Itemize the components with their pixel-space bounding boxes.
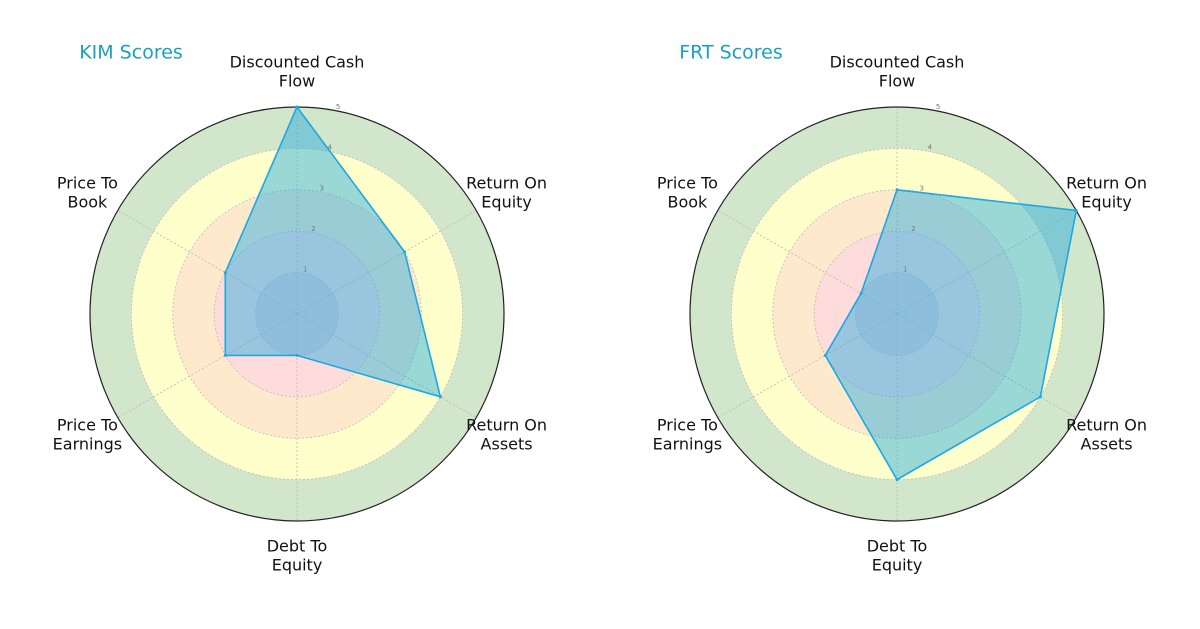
axis-label: Return On Equity bbox=[1066, 173, 1147, 211]
spoke bbox=[296, 210, 477, 315]
score-point bbox=[1074, 209, 1078, 212]
axis-label: Discounted Cash Flow bbox=[830, 52, 965, 90]
r-tick-label: 4 bbox=[328, 144, 333, 152]
spoke bbox=[717, 313, 898, 418]
grid-circle bbox=[813, 230, 981, 398]
axis-label: Return On Assets bbox=[466, 415, 547, 453]
score-point bbox=[859, 291, 863, 295]
grid-circle bbox=[213, 230, 381, 398]
spoke bbox=[296, 313, 477, 418]
r-tick-label: 3 bbox=[919, 184, 923, 192]
score-point bbox=[895, 478, 899, 482]
axis-label: Return On Equity bbox=[466, 173, 547, 211]
spoke bbox=[896, 313, 1077, 418]
score-point bbox=[223, 271, 227, 275]
score-point bbox=[823, 353, 827, 357]
axis-label: Price To Earnings bbox=[653, 415, 722, 453]
axis-label: Price To Earnings bbox=[53, 415, 122, 453]
r-tick-label: 1 bbox=[903, 265, 907, 273]
r-tick-label: 4 bbox=[928, 144, 933, 152]
r-tick-label: 5 bbox=[936, 103, 940, 111]
r-tick-label: 5 bbox=[336, 103, 340, 111]
score-point bbox=[1038, 395, 1042, 399]
axis-label: Debt To Equity bbox=[267, 536, 328, 574]
r-tick-label: 3 bbox=[319, 184, 323, 192]
score-point bbox=[295, 105, 299, 109]
chart-title: FRT Scores bbox=[679, 42, 783, 64]
spoke bbox=[117, 313, 298, 418]
axis-label: Return On Assets bbox=[1066, 415, 1147, 453]
axis-label: Debt To Equity bbox=[867, 536, 928, 574]
r-tick-label: 2 bbox=[911, 225, 915, 233]
axis-label: Price To Book bbox=[57, 173, 118, 211]
outer-circle bbox=[689, 106, 1105, 522]
r-tick-label: 1 bbox=[303, 265, 307, 273]
spoke bbox=[896, 210, 1077, 315]
axis-label: Discounted Cash Flow bbox=[230, 52, 365, 90]
score-point bbox=[895, 188, 899, 192]
r-tick-label: 2 bbox=[311, 225, 315, 233]
score-point bbox=[295, 353, 299, 357]
chart-title: KIM Scores bbox=[79, 42, 183, 64]
spoke bbox=[717, 210, 898, 315]
score-point bbox=[403, 250, 407, 254]
score-point bbox=[438, 395, 442, 399]
axis-label: Price To Book bbox=[657, 173, 718, 211]
spoke bbox=[117, 210, 298, 315]
score-point bbox=[223, 353, 227, 357]
